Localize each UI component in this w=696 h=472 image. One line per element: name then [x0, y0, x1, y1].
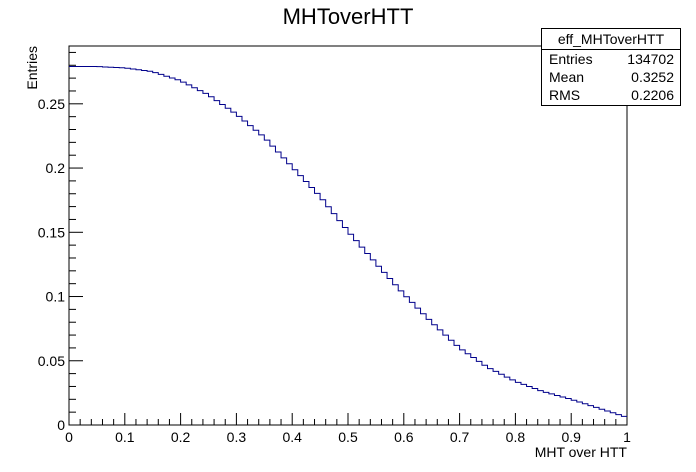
- x-tick-label: 0: [65, 429, 73, 445]
- y-tick-label: 0.2: [46, 160, 66, 176]
- stats-row-mean: Mean 0.3252: [542, 68, 680, 86]
- stats-row-rms: RMS 0.2206: [542, 86, 680, 104]
- x-tick-label: 0.2: [171, 429, 191, 445]
- stats-name: eff_MHToverHTT: [542, 29, 680, 50]
- x-tick-label: 0.6: [394, 429, 414, 445]
- x-tick-label: 1: [623, 429, 631, 445]
- y-tick-label: 0: [57, 417, 65, 433]
- x-tick-label: 0.4: [282, 429, 302, 445]
- stats-row-entries: Entries 134702: [542, 50, 680, 68]
- x-tick-label: 0.9: [561, 429, 581, 445]
- stats-entries-value: 134702: [627, 51, 674, 67]
- x-tick-label: 0.5: [338, 429, 358, 445]
- stats-rms-value: 0.2206: [631, 87, 674, 103]
- histogram-line: [69, 66, 627, 417]
- y-tick-label: 0.1: [46, 289, 66, 305]
- stats-box: eff_MHToverHTT Entries 134702 Mean 0.325…: [541, 28, 681, 106]
- chart-title: MHToverHTT: [282, 4, 414, 29]
- x-tick-label: 0.7: [450, 429, 470, 445]
- stats-mean-value: 0.3252: [631, 69, 674, 85]
- x-tick-label: 0.3: [227, 429, 247, 445]
- y-tick-label: 0.05: [38, 353, 65, 369]
- stats-entries-label: Entries: [549, 51, 593, 67]
- x-tick-label: 0.8: [506, 429, 526, 445]
- y-axis-label: Entries: [24, 46, 40, 90]
- y-tick-label: 0.25: [38, 96, 65, 112]
- x-axis-label: MHT over HTT: [535, 444, 628, 460]
- y-tick-label: 0.15: [38, 224, 65, 240]
- x-tick-label: 0.1: [115, 429, 135, 445]
- stats-mean-label: Mean: [549, 69, 585, 85]
- stats-rms-label: RMS: [549, 87, 581, 103]
